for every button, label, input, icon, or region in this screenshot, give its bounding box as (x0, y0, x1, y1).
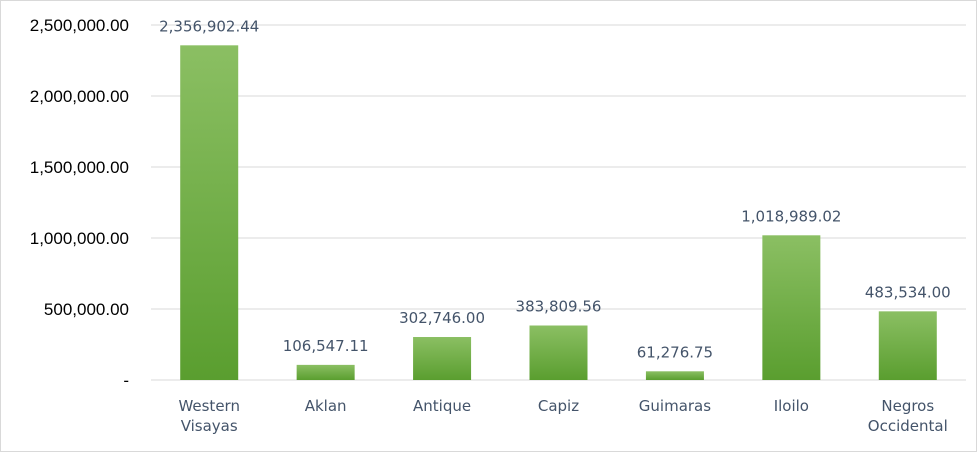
data-label: 2,356,902.44 (159, 17, 259, 35)
data-label: 1,018,989.02 (741, 207, 841, 225)
y-tick-label: 2,500,000.00 (30, 16, 129, 35)
category-label: Iloilo (774, 397, 809, 415)
y-axis-ticks: - 500,000.00 1,000,000.00 1,500,000.00 2,000… (30, 16, 129, 390)
gridlines (151, 24, 966, 381)
bar (762, 235, 821, 380)
category-label: Western Visayas (178, 397, 240, 435)
data-labels: 2,356,902.44 106,547.11 302,746.00 383,809.… (159, 17, 951, 361)
category-label: Guimaras (639, 397, 711, 415)
y-tick-label: 2,000,000.00 (30, 87, 129, 106)
bar (296, 364, 355, 380)
bar (878, 311, 937, 380)
y-tick-label: 1,000,000.00 (30, 229, 129, 248)
data-label: 383,809.56 (516, 297, 602, 315)
y-tick-label: - (123, 371, 129, 390)
bars (180, 45, 937, 380)
data-label: 302,746.00 (399, 309, 485, 327)
data-label: 483,534.00 (865, 283, 951, 301)
data-label: 61,276.75 (637, 343, 713, 361)
y-tick-label: 1,500,000.00 (30, 158, 129, 177)
category-label: Capiz (538, 397, 579, 415)
bar (645, 371, 704, 380)
category-label: Aklan (305, 397, 347, 415)
y-tick-label: 500,000.00 (44, 300, 129, 319)
bar (413, 337, 472, 380)
bar (180, 45, 239, 380)
category-label: Antique (413, 397, 471, 415)
bar (529, 325, 588, 380)
data-label: 106,547.11 (283, 337, 369, 355)
category-label: Negros Occidental (868, 397, 948, 435)
x-axis-labels: Western Visayas Aklan Antique Capiz Guimaras I… (178, 397, 947, 435)
